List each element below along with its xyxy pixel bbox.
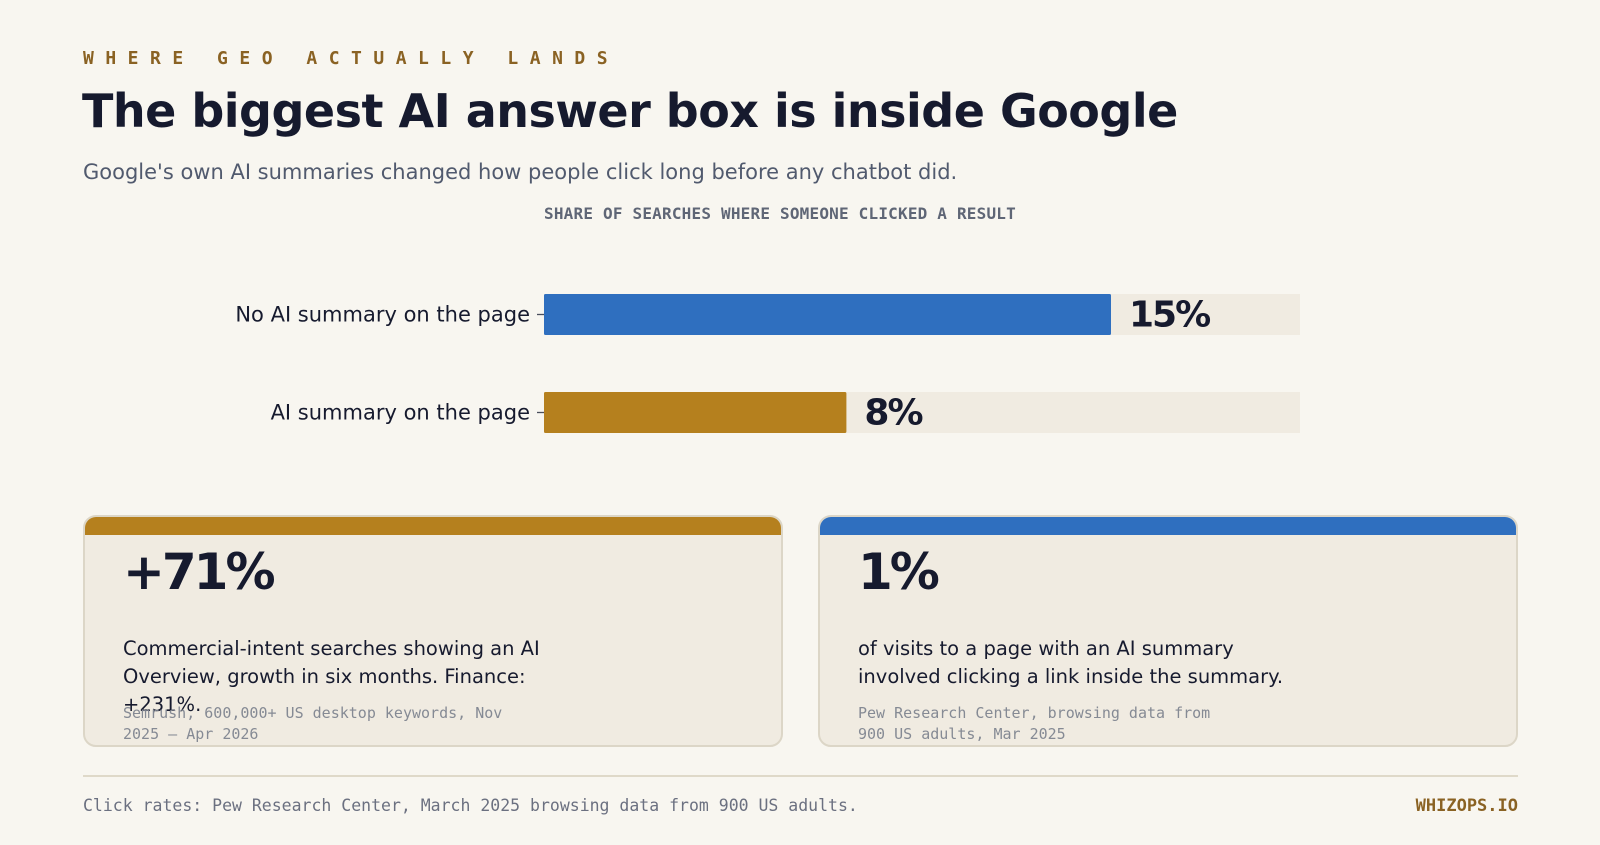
- category-label: AI summary on the page: [271, 401, 530, 425]
- eyebrow: WHERE GEO ACTUALLY LANDS: [83, 48, 620, 69]
- card-accent-bar: [85, 517, 781, 535]
- bar-chart: No AI summary on the page 15% AI summary o…: [235, 294, 1300, 434]
- card-source: Pew Research Center, browsing data from …: [858, 704, 1211, 743]
- card-stat-value: +71%: [123, 543, 276, 601]
- card-description: Commercial-intent searches showing an AI…: [123, 637, 540, 716]
- value-label: 8%: [864, 393, 922, 434]
- footer-divider: [83, 775, 1518, 777]
- bar: [544, 392, 847, 433]
- bar: [544, 294, 1111, 335]
- category-label: No AI summary on the page: [235, 303, 530, 327]
- page-title: The biggest AI answer box is inside Goog…: [82, 84, 1178, 138]
- card-accent-bar: [820, 517, 1516, 535]
- card-source: Semrush, 600,000+ US desktop keywords, N…: [123, 704, 503, 743]
- page-subtitle: Google's own AI summaries changed how pe…: [83, 160, 958, 184]
- footnote: Click rates: Pew Research Center, March …: [83, 796, 858, 815]
- card-description: of visits to a page with an AI summary i…: [858, 637, 1284, 688]
- value-label: 15%: [1129, 295, 1210, 336]
- stat-card-link-clicks: 1% of visits to a page with an AI summar…: [818, 515, 1518, 747]
- stat-card-commercial: +71% Commercial-intent searches showing …: [83, 515, 783, 747]
- brand-link[interactable]: WHIZOPS.IO: [1415, 796, 1518, 816]
- chart-title: SHARE OF SEARCHES WHERE SOMEONE CLICKED …: [544, 204, 1016, 223]
- card-stat-value: 1%: [858, 543, 940, 601]
